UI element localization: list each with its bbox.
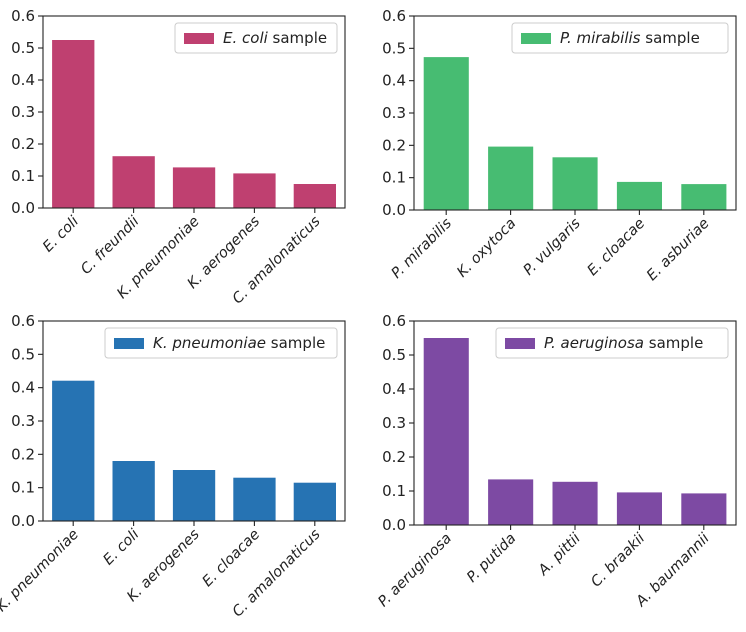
x-tick-label: E. cloacae bbox=[585, 215, 649, 279]
x-tick-label: A. pittii bbox=[535, 531, 584, 580]
x-tick-label: P. aeruginosa bbox=[375, 531, 455, 611]
legend-box bbox=[174, 22, 338, 54]
legend: P. aeruginosa sample bbox=[495, 327, 729, 359]
bar-2 bbox=[488, 479, 534, 525]
y-tick-label: 0.3 bbox=[11, 103, 35, 121]
bar-2 bbox=[112, 461, 155, 521]
x-tick-label: E. cloacae bbox=[200, 526, 264, 590]
y-tick-label: 0.6 bbox=[382, 312, 406, 330]
legend-swatch bbox=[184, 33, 214, 44]
bar-1 bbox=[52, 380, 95, 521]
x-tick-label: P. mirabilis bbox=[389, 215, 456, 282]
x-tick-label: P. putida bbox=[464, 531, 519, 586]
y-tick-label: 0.4 bbox=[11, 71, 35, 89]
bar-5 bbox=[681, 184, 727, 210]
bar-3 bbox=[172, 167, 216, 208]
chart-panel-4: 0.0 0.1 0.2 0.3 0.4 0.5 0.6 P. aeruginosa P. put… bbox=[375, 312, 737, 611]
y-tick-label: 0.3 bbox=[382, 104, 406, 122]
bar-4 bbox=[616, 181, 662, 210]
legend-label: P. mirabilis sample bbox=[560, 29, 700, 47]
legend-label: E. coli sample bbox=[223, 29, 327, 47]
x-tick-label: E. coli bbox=[101, 527, 143, 569]
y-tick-label: 0.1 bbox=[382, 169, 406, 187]
bar-4 bbox=[233, 477, 276, 521]
y-tick-label: 0.0 bbox=[382, 201, 406, 219]
y-tick-label: 0.5 bbox=[382, 346, 406, 364]
bar-2 bbox=[112, 156, 155, 208]
y-tick-label: 0.1 bbox=[11, 479, 35, 497]
bar-3 bbox=[552, 481, 598, 525]
y-tick-label: 0.6 bbox=[11, 312, 35, 330]
legend-label: P. aeruginosa sample bbox=[544, 334, 703, 352]
y-tick-label: 0.5 bbox=[382, 39, 406, 57]
bar-1 bbox=[423, 57, 469, 210]
legend-box bbox=[495, 327, 729, 359]
x-tick-label: C. braakii bbox=[588, 531, 648, 591]
bar-3 bbox=[552, 157, 598, 210]
x-tick-label: E. coli bbox=[40, 214, 82, 256]
y-tick-label: 0.3 bbox=[382, 414, 406, 432]
y-tick-label: 0.6 bbox=[11, 7, 35, 25]
legend-box bbox=[511, 22, 729, 54]
y-tick-label: 0.5 bbox=[11, 39, 35, 57]
bar-5 bbox=[681, 493, 727, 525]
y-tick-label: 0.4 bbox=[382, 380, 406, 398]
y-tick-label: 0.3 bbox=[11, 412, 35, 430]
legend-label: K. pneumoniae sample bbox=[153, 334, 325, 352]
legend: P. mirabilis sample bbox=[511, 22, 729, 54]
y-tick-label: 0.5 bbox=[11, 345, 35, 363]
bar-5 bbox=[293, 184, 336, 208]
x-tick-label: P. vulgaris bbox=[521, 215, 585, 279]
y-tick-label: 0.0 bbox=[382, 516, 406, 534]
legend-swatch bbox=[505, 338, 535, 349]
y-tick-label: 0.0 bbox=[11, 199, 35, 217]
legend: E. coli sample bbox=[174, 22, 338, 54]
bar-1 bbox=[52, 40, 95, 208]
x-tick-label: K. pneumoniae bbox=[0, 526, 82, 615]
bar-1 bbox=[423, 338, 469, 525]
y-tick-label: 0.1 bbox=[11, 167, 35, 185]
x-tick-label: C. freundii bbox=[78, 214, 142, 278]
legend-box bbox=[104, 327, 338, 359]
bar-3 bbox=[172, 470, 216, 521]
legend: K. pneumoniae sample bbox=[104, 327, 338, 359]
x-tick-label: K. oxytoca bbox=[454, 216, 519, 281]
chart-panel-2: 0.0 0.1 0.2 0.3 0.4 0.5 0.6 P. mirabilis K. oxyt… bbox=[382, 7, 737, 284]
bar-4 bbox=[233, 173, 276, 208]
y-tick-label: 0.0 bbox=[11, 512, 35, 530]
y-tick-label: 0.2 bbox=[382, 136, 406, 154]
legend-swatch bbox=[114, 338, 144, 349]
chart-panel-3: 0.0 0.1 0.2 0.3 0.4 0.5 0.6 K. pneumoniae E. col… bbox=[0, 312, 346, 620]
y-tick-label: 0.2 bbox=[11, 135, 35, 153]
x-tick-label: E. asburiae bbox=[644, 215, 713, 284]
y-tick-label: 0.1 bbox=[382, 482, 406, 500]
y-tick-label: 0.4 bbox=[382, 72, 406, 90]
legend-swatch bbox=[521, 33, 551, 44]
bar-4 bbox=[616, 492, 662, 525]
bar-5 bbox=[293, 482, 336, 521]
bar-2 bbox=[488, 146, 534, 210]
y-tick-label: 0.4 bbox=[11, 379, 35, 397]
y-tick-label: 0.6 bbox=[382, 7, 406, 25]
y-tick-label: 0.2 bbox=[11, 445, 35, 463]
y-tick-label: 0.2 bbox=[382, 448, 406, 466]
